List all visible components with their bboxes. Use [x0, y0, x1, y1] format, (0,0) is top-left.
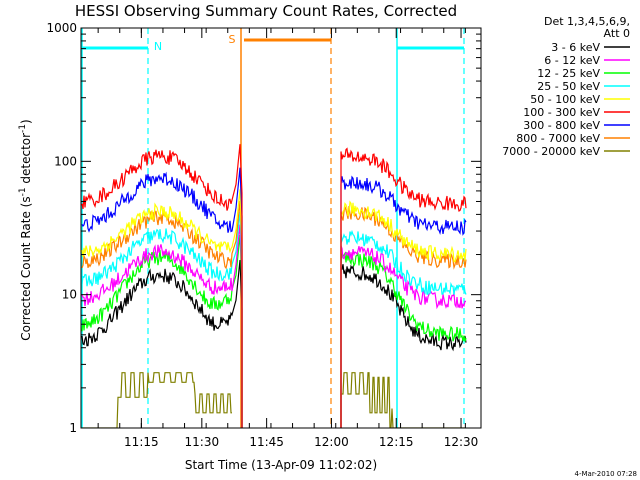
plot-area: NS [81, 28, 467, 428]
y-axis-label-part2: detector [19, 133, 33, 188]
series-line-4-part2 [340, 200, 467, 428]
y-tick-label: 100 [54, 154, 77, 168]
legend-header-line1: Det 1,3,4,5,6,9, [544, 15, 630, 28]
legend-item-label: 800 - 7000 keV [516, 132, 600, 145]
legend-item-label: 100 - 300 keV [523, 106, 600, 119]
legend-item-label: 50 - 100 keV [530, 93, 600, 106]
y-axis-label-exp1: -1 [18, 187, 28, 196]
series-line-6-part1 [81, 167, 243, 428]
y-axis-label-part1: Corrected Count Rate (s [19, 196, 33, 340]
series-line-0-part2 [340, 264, 467, 428]
chart-title: HESSI Observing Summary Count Rates, Cor… [75, 2, 457, 20]
y-axis: 1 10 100 1000 [46, 21, 481, 435]
legend-item-label: 300 - 800 keV [523, 119, 600, 132]
series-line-7-part1 [81, 200, 243, 428]
legend-item-label: 6 - 12 keV [544, 54, 600, 67]
series-line-2-part1 [81, 234, 243, 428]
x-tick-label: 12:30 [444, 435, 479, 449]
legend-item-label: 3 - 6 keV [551, 41, 600, 54]
legend-item-label: 12 - 25 keV [537, 67, 600, 80]
plot-frame [80, 27, 482, 429]
y-axis-label-exp2: -1 [18, 124, 28, 133]
x-axis: 11:15 11:30 11:45 12:00 12:15 12:30 [97, 28, 479, 449]
legend-item-label: 7000 - 20000 keV [502, 145, 600, 158]
x-tick-label: 11:45 [249, 435, 284, 449]
series-line-5-part2 [340, 147, 467, 428]
series-line-3-part2 [340, 229, 467, 428]
series-line-2-part2 [340, 251, 467, 428]
y-axis-label: Corrected Count Rate (s-1 detector-1) [18, 119, 33, 340]
series-line-1-part1 [81, 224, 243, 428]
y-tick-label: 10 [62, 288, 77, 302]
night-marker-label: N [154, 40, 162, 53]
x-tick-label: 11:30 [185, 435, 220, 449]
x-axis-label: Start Time (13-Apr-09 11:02:02) [185, 458, 377, 472]
y-axis-label-part3: ) [19, 119, 33, 124]
series-line-0-part1 [81, 259, 243, 428]
series-line-1-part2 [340, 245, 466, 428]
x-tick-label: 11:15 [124, 435, 159, 449]
saa-marker-label: S [229, 33, 236, 46]
series-line-3-part1 [81, 211, 243, 428]
x-tick-label: 12:15 [379, 435, 414, 449]
x-tick-label: 12:00 [314, 435, 349, 449]
legend-item-label: 25 - 50 keV [537, 80, 600, 93]
legend-header-line2: Att 0 [604, 27, 630, 40]
series-line-8-part1 [82, 372, 232, 428]
footer-timestamp: 4-Mar-2010 07:28 [575, 470, 637, 478]
y-tick-label: 1 [69, 421, 77, 435]
series-line-8-part2 [340, 372, 466, 428]
series-line-6-part2 [340, 175, 467, 428]
series-line-4-part1 [81, 189, 243, 428]
series-line-5-part1 [81, 144, 243, 428]
y-tick-label: 1000 [46, 21, 77, 35]
